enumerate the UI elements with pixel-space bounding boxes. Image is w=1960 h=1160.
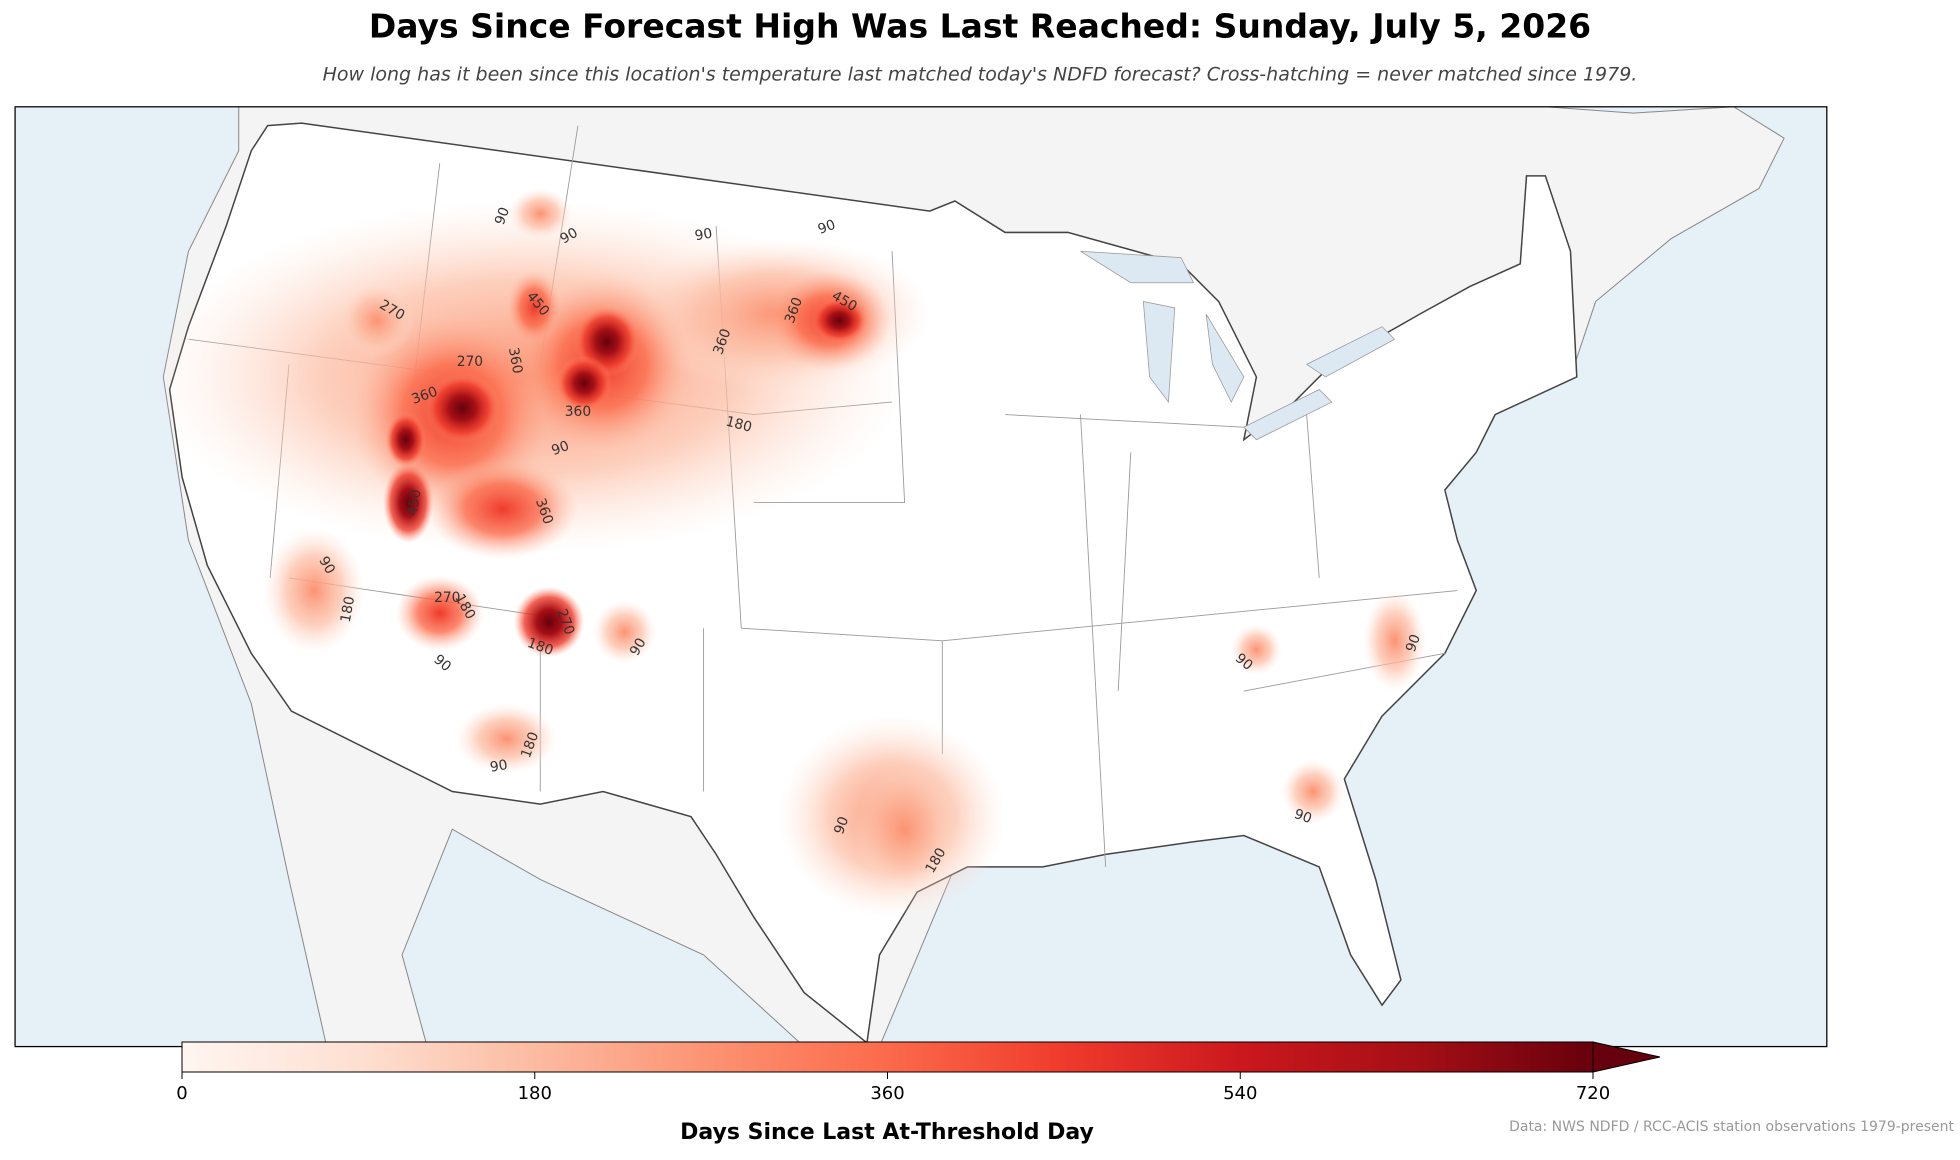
contour-label: 360 (565, 404, 591, 420)
source-note: Data: NWS NDFD / RCC-ACIS station observ… (1509, 1119, 1954, 1135)
contour-label: 270 (457, 354, 483, 370)
heat (150, 188, 1427, 918)
contour-label: 90 (694, 226, 714, 245)
great-lakes (1080, 250, 1396, 441)
title: Days Since Forecast High Was Last Reache… (369, 7, 1591, 46)
contour-label: 90 (816, 217, 838, 238)
colorbar-tick-label: 720 (1576, 1083, 1610, 1104)
colorbar-extend (1592, 1041, 1661, 1073)
contour-label: 90 (315, 554, 338, 577)
contour-label: 90 (1403, 632, 1424, 654)
colorbar-body (181, 1041, 1594, 1073)
contour-label: 180 (338, 595, 358, 624)
contour-label: 90 (1292, 806, 1314, 827)
subtitle: How long has it been since this location… (323, 64, 1638, 86)
contour-label: 450 (404, 488, 424, 517)
contour-label: 90 (558, 225, 581, 248)
colorbar-tick-label: 180 (518, 1083, 552, 1104)
contour-label: 90 (627, 635, 650, 658)
colorbar-label: Days Since Last At-Threshold Day (680, 1120, 1094, 1145)
contour-label: 90 (489, 757, 509, 776)
contour-label: 360 (505, 346, 525, 375)
colorbar-tick-label: 0 (176, 1083, 187, 1104)
contour-label: 90 (492, 205, 513, 227)
colorbar-tick-label: 360 (870, 1083, 904, 1104)
contour-label: 180 (724, 414, 754, 436)
contour-label: 90 (549, 438, 571, 459)
contour-label: 90 (831, 814, 852, 836)
contour-label: 270 (434, 590, 460, 606)
colorbar: Days Since Last At-Threshold Day 0 180 360… (176, 1041, 1661, 1145)
colorbar-tick-label: 540 (1223, 1083, 1257, 1104)
